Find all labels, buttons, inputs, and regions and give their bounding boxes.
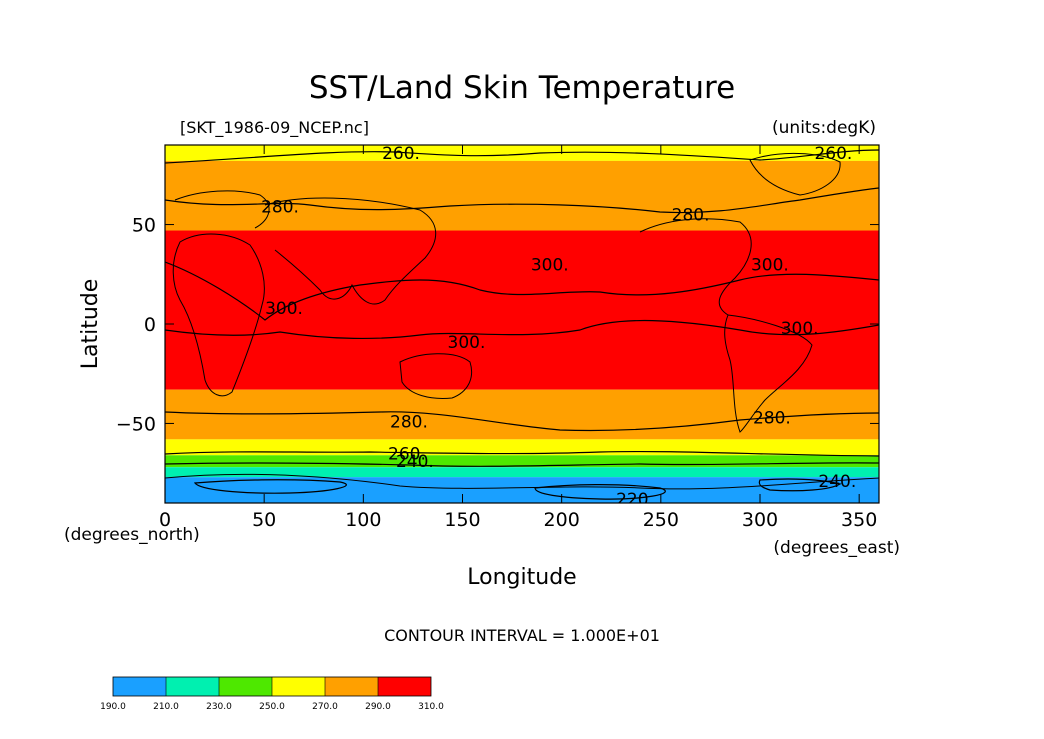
contour-label-13: 220. xyxy=(616,490,654,510)
contour-labels: 260. 260. 280. 280. 300. 300. 300. 300. 300. 280.… xyxy=(261,144,856,510)
x-axis: 0 50 100 150 200 250 300 350 xyxy=(159,145,877,531)
coastlines xyxy=(165,153,879,490)
contour-label-9: 280. xyxy=(390,412,428,432)
contour-label-14: 240. xyxy=(818,472,856,492)
contour-label-1: 260. xyxy=(814,144,852,164)
colorbar-swatch-0 xyxy=(113,677,166,696)
y-axis-title: Latitude xyxy=(78,279,103,370)
contour-label-3: 280. xyxy=(672,206,710,226)
temperature-band-5 xyxy=(165,455,879,468)
colorbar-level-label: 290.0 xyxy=(365,702,391,712)
x-tick-label: 300 xyxy=(742,509,778,531)
colorbar-level-label: 230.0 xyxy=(206,702,232,712)
x-tick-label: 100 xyxy=(345,509,381,531)
colorbar-swatch-4 xyxy=(325,677,378,696)
contour-label-2: 280. xyxy=(261,198,299,218)
temperature-band-0 xyxy=(165,145,879,161)
contour-interval-label: CONTOUR INTERVAL = 1.000E+01 xyxy=(384,626,660,645)
x-tick-label: 50 xyxy=(252,509,276,531)
contour-label-6: 300. xyxy=(265,299,303,319)
contour-label-12: 240. xyxy=(396,452,434,472)
y-axis: 50 0 −50 xyxy=(116,215,879,435)
y-units-label: (degrees_north) xyxy=(64,525,200,545)
colorbar-swatch-3 xyxy=(272,677,325,696)
contour-lines xyxy=(165,149,879,500)
contour-label-11: 260. xyxy=(388,444,426,464)
colorbar-level-label: 190.0 xyxy=(100,702,126,712)
x-units-label: (degrees_east) xyxy=(773,538,900,558)
contour-label-4: 300. xyxy=(531,255,569,275)
colorbar-swatch-2 xyxy=(219,677,272,696)
y-tick-label: 0 xyxy=(144,314,156,336)
colorbar-swatch-1 xyxy=(166,677,219,696)
x-tick-label: 350 xyxy=(841,509,877,531)
y-tick-label: 50 xyxy=(132,215,156,237)
file-label: [SKT_1986-09_NCEP.nc] xyxy=(180,118,369,138)
temperature-band-6 xyxy=(165,467,879,478)
x-tick-label: 200 xyxy=(544,509,580,531)
x-axis-title: Longitude xyxy=(467,565,576,590)
temperature-band-1 xyxy=(165,160,879,231)
units-label: (units:degK) xyxy=(772,118,876,138)
contour-label-5: 300. xyxy=(751,255,789,275)
x-tick-label: 150 xyxy=(444,509,480,531)
x-tick-label: 250 xyxy=(643,509,679,531)
colorbar-level-label: 270.0 xyxy=(312,702,338,712)
plot-area: 260. 260. 280. 280. 300. 300. 300. 300. 300. 280.… xyxy=(165,144,879,510)
x-tick-label: 0 xyxy=(159,509,171,531)
y-tick-label: −50 xyxy=(116,413,156,435)
contour-label-0: 260. xyxy=(382,144,420,164)
temperature-bands xyxy=(165,145,879,503)
colorbar-level-label: 250.0 xyxy=(259,702,285,712)
colorbar-level-label: 310.0 xyxy=(418,702,444,712)
chart-title: SST/Land Skin Temperature xyxy=(309,70,735,106)
contour-label-8: 300. xyxy=(781,319,819,339)
colorbar: 190.0 210.0 230.0 250.0 270.0 290.0 310.0 xyxy=(100,676,444,712)
colorbar-level-label: 210.0 xyxy=(153,702,179,712)
colorbar-swatch-5 xyxy=(378,677,431,696)
temperature-band-3 xyxy=(165,389,879,440)
temperature-band-4 xyxy=(165,439,879,456)
contour-label-7: 300. xyxy=(448,333,486,353)
contour-label-10: 280. xyxy=(753,408,791,428)
